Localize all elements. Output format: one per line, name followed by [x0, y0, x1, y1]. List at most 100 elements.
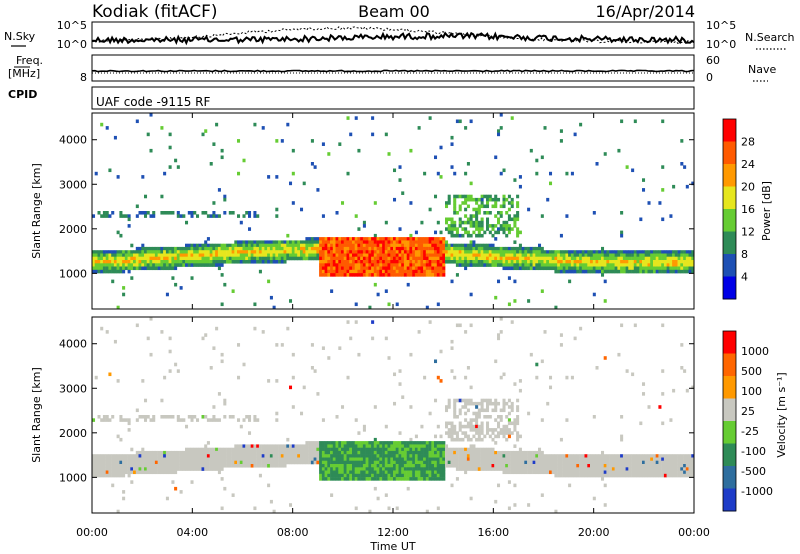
power-cell: [102, 250, 106, 254]
velocity-cell: [234, 447, 238, 452]
velocity-cell: [513, 444, 517, 448]
power-cell: [330, 289, 334, 293]
power-cell: [379, 243, 383, 248]
velocity-cell: [461, 437, 465, 442]
velocity-cell: [466, 434, 470, 439]
velocity-cell: [217, 470, 221, 475]
power-cell: [434, 246, 438, 251]
power-cell: [644, 260, 648, 264]
power-cell: [130, 260, 134, 264]
power-cell: [420, 246, 424, 251]
power-cell: [417, 263, 421, 267]
power-cell: [343, 260, 347, 264]
power-cell: [611, 263, 615, 267]
power-cell: [581, 260, 585, 264]
velocity-cell: [174, 486, 178, 491]
power-cell: [464, 171, 468, 176]
power-cell: [368, 240, 372, 244]
velocity-cell: [250, 444, 254, 448]
power-cell: [647, 256, 651, 261]
velocity-cell: [111, 467, 115, 471]
power-cell: [196, 214, 200, 218]
velocity-cell: [368, 457, 372, 462]
power-cell: [215, 243, 219, 248]
power-cell: [436, 263, 440, 267]
power-cell: [401, 191, 405, 195]
power-cell: [379, 266, 383, 271]
power-cell: [633, 256, 637, 261]
velocity-cell: [453, 457, 457, 462]
power-cell: [190, 263, 194, 267]
power-cell: [387, 263, 391, 267]
power-cell: [417, 256, 421, 261]
power-cell: [360, 250, 364, 254]
colorbar-segment: [723, 254, 736, 277]
velocity-cell: [97, 457, 101, 462]
power-cell: [464, 256, 468, 261]
velocity-cell: [587, 467, 591, 471]
velocity-cell: [486, 415, 490, 419]
velocity-cell: [401, 395, 405, 399]
power-cell: [507, 266, 511, 271]
velocity-cell: [352, 447, 356, 452]
power-cell: [491, 260, 495, 264]
velocity-cell: [387, 506, 391, 511]
power-cell: [510, 227, 514, 231]
power-cell: [258, 246, 262, 251]
power-cell: [267, 260, 271, 264]
velocity-cell: [491, 437, 495, 442]
velocity-cell: [398, 382, 402, 386]
velocity-cell: [469, 450, 473, 455]
power-cell: [409, 246, 413, 251]
power-cell: [185, 243, 189, 248]
power-cell: [609, 253, 613, 258]
velocity-cell: [516, 434, 520, 439]
power-cell: [683, 263, 687, 267]
velocity-cell: [559, 467, 563, 471]
power-cell: [122, 266, 126, 271]
velocity-cell: [165, 470, 169, 475]
power-cell: [152, 260, 156, 264]
velocity-cell: [507, 457, 511, 462]
velocity-cell: [165, 460, 169, 465]
power-cell: [160, 256, 164, 261]
velocity-cell: [458, 411, 462, 416]
velocity-cell: [461, 447, 465, 452]
velocity-cell: [135, 460, 139, 465]
velocity-cell: [395, 464, 399, 468]
velocity-cell: [111, 415, 115, 419]
velocity-cell: [565, 454, 569, 458]
power-cell: [346, 273, 350, 277]
power-cell: [165, 211, 169, 215]
velocity-cell: [390, 467, 394, 471]
velocity-cell: [190, 415, 194, 419]
velocity-cell: [258, 473, 262, 478]
power-cell: [606, 269, 610, 274]
velocity-cell: [453, 460, 457, 465]
power-cell: [475, 253, 479, 258]
power-cell: [360, 243, 364, 248]
power-cell: [338, 273, 342, 277]
power-cell: [294, 240, 298, 244]
velocity-cell: [212, 460, 216, 465]
power-cell: [647, 266, 651, 271]
velocity-cell: [185, 424, 189, 429]
power-cell: [258, 250, 262, 254]
velocity-cell: [570, 467, 574, 471]
velocity-cell: [464, 411, 468, 416]
power-cell: [455, 243, 459, 248]
velocity-cell: [376, 450, 380, 455]
velocity-cell: [327, 444, 331, 448]
power-cell: [352, 250, 356, 254]
power-cell: [483, 194, 487, 199]
velocity-cell: [409, 460, 413, 465]
power-cell: [601, 256, 605, 261]
velocity-cell: [554, 460, 558, 465]
power-cell: [302, 256, 306, 261]
velocity-cell: [472, 434, 476, 439]
power-cell: [562, 266, 566, 271]
power-cell: [685, 253, 689, 258]
power-cell: [152, 256, 156, 261]
power-cell: [368, 256, 372, 261]
power-cell: [562, 269, 566, 274]
